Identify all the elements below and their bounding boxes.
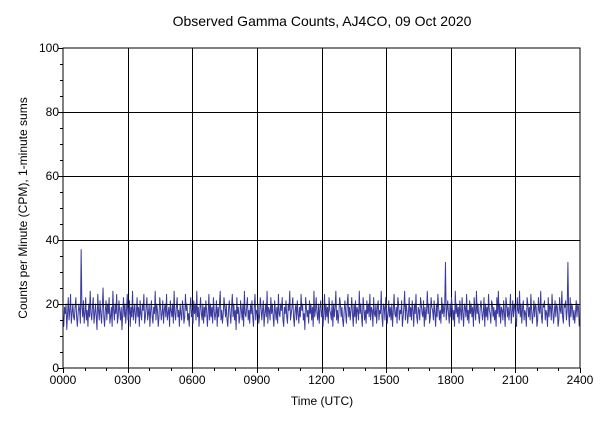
y-tick-label: 20 bbox=[46, 297, 60, 311]
x-tick-label: 1800 bbox=[437, 373, 464, 387]
plot-frame bbox=[62, 47, 581, 369]
x-tick-label: 2400 bbox=[567, 373, 594, 387]
x-tick-label: 0900 bbox=[244, 373, 271, 387]
grid-lines bbox=[63, 48, 580, 368]
x-tick-label: 0000 bbox=[50, 373, 77, 387]
x-tick-label: 1200 bbox=[308, 373, 335, 387]
y-tick-label: 100 bbox=[39, 41, 59, 55]
y-tick-label: 40 bbox=[46, 233, 60, 247]
y-tick-label: 60 bbox=[46, 169, 60, 183]
y-axis-label: Counts per Minute (CPM), 1-minute sums bbox=[16, 97, 30, 318]
x-tick-label: 2100 bbox=[502, 373, 529, 387]
chart-title: Observed Gamma Counts, AJ4CO, 09 Oct 202… bbox=[173, 13, 472, 29]
x-tick-label: 0300 bbox=[114, 373, 141, 387]
x-tick-label: 0600 bbox=[179, 373, 206, 387]
y-tick-label: 80 bbox=[46, 105, 60, 119]
y-tick-label: 0 bbox=[52, 361, 59, 375]
x-axis-label: Time (UTC) bbox=[291, 394, 353, 408]
x-tick-label: 1500 bbox=[373, 373, 400, 387]
series-layer bbox=[62, 249, 580, 331]
series-line bbox=[62, 249, 580, 331]
axis-ticks: 0000 0300 0600 0900 1200 1500 1800 2100 2400 0 20 4… bbox=[39, 41, 594, 387]
